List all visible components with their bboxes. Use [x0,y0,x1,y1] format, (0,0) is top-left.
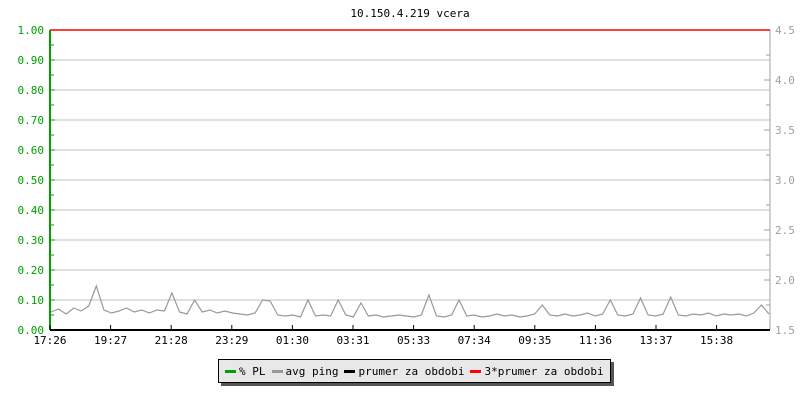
right-tick-label: 1.5 [775,324,795,337]
x-tick-label: 15:38 [700,334,733,347]
x-tick-label: 13:37 [639,334,672,347]
legend-label: % PL [239,365,266,378]
x-tick-label: 11:36 [579,334,612,347]
x-tick-label: 17:26 [33,334,66,347]
left-tick-label: 0.70 [18,114,45,127]
legend-swatch [470,370,481,373]
left-tick-label: 1.00 [18,24,45,37]
right-tick-label: 2.0 [775,274,795,287]
left-tick-label: 0.60 [18,144,45,157]
right-tick-label: 3.0 [775,174,795,187]
left-tick-label: 0.30 [18,234,45,247]
x-tick-label: 09:35 [518,334,551,347]
x-tick-label: 01:30 [276,334,309,347]
legend-item-pl: % PL [225,365,266,378]
x-tick-label: 21:28 [155,334,188,347]
right-tick-label: 2.5 [775,224,795,237]
right-tick-label: 4.5 [775,24,795,37]
left-tick-label: 0.10 [18,294,45,307]
x-tick-label: 05:33 [397,334,430,347]
x-tick-label: 19:27 [94,334,127,347]
legend-swatch [344,370,355,373]
legend-item-3x-prumer: 3*prumer za obdobi [470,365,603,378]
x-tick-label: 03:31 [336,334,369,347]
left-tick-label: 0.80 [18,84,45,97]
legend-swatch [272,370,283,373]
x-tick-label: 07:34 [458,334,491,347]
legend-label: avg ping [286,365,339,378]
left-tick-label: 0.40 [18,204,45,217]
right-tick-label: 3.5 [775,124,795,137]
legend-label: 3*prumer za obdobi [484,365,603,378]
legend-label: prumer za obdobi [358,365,464,378]
right-tick-label: 4.0 [775,74,795,87]
left-tick-label: 0.50 [18,174,45,187]
left-tick-label: 0.90 [18,54,45,67]
legend-item-prumer: prumer za obdobi [344,365,464,378]
avg-ping-line [51,286,769,317]
legend-swatch [225,370,236,373]
legend-item-avg-ping: avg ping [272,365,339,378]
legend: % PL avg ping prumer za obdobi 3*prumer … [218,359,611,383]
left-tick-label: 0.20 [18,264,45,277]
chart-title: 10.150.4.219 vcera [350,7,469,20]
x-tick-label: 23:29 [215,334,248,347]
